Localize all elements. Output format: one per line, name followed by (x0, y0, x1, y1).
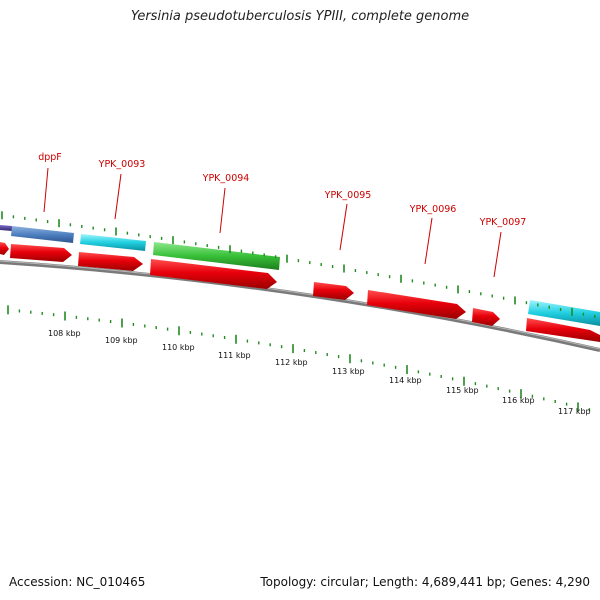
gene-label: YPK_0093 (98, 159, 146, 170)
gene-arrow (10, 244, 72, 262)
map-title: Yersinia pseudotuberculosis YPIII, compl… (130, 9, 470, 24)
gene-track (0, 242, 600, 342)
gene-leader-line (219, 187, 226, 234)
feature-steelblue (11, 226, 74, 243)
feature-track (0, 225, 600, 326)
feature-purple (0, 225, 12, 231)
gene-leader-line (493, 231, 502, 278)
gene-leader-line (43, 167, 49, 213)
kbp-labels: 108 kbp 109 kbp 110 kbp 111 kbp 112 kbp 113 k… (48, 329, 591, 416)
gene-arrow (0, 242, 9, 255)
gene-label: YPK_0094 (202, 173, 250, 184)
feature-cyan (80, 234, 146, 251)
gene-arrow (150, 259, 277, 289)
kbp-label: 111 kbp (218, 351, 251, 360)
feature-cyan (528, 300, 600, 326)
gene-arrow (526, 318, 600, 342)
gene-label: dppF (38, 152, 62, 163)
gene-arrow (313, 282, 354, 300)
kbp-label: 117 kbp (558, 407, 591, 416)
genome-backbone (0, 260, 600, 352)
gene-arrow (472, 308, 500, 326)
gene-arrow (367, 290, 466, 319)
kbp-label: 114 kbp (389, 376, 422, 385)
kbp-label: 113 kbp (332, 367, 365, 376)
topology-summary: Topology: circular; Length: 4,689,441 bp… (260, 575, 590, 589)
kbp-label: 112 kbp (275, 358, 308, 367)
gene-arrow (78, 252, 143, 271)
gene-labels: dppF YPK_0093 YPK_0094 YPK_0095 YPK_0096 YPK_… (38, 152, 527, 278)
accession-text: Accession: NC_010465 (9, 575, 146, 589)
gene-label: YPK_0095 (324, 190, 372, 201)
tick-marks (1, 211, 596, 412)
kbp-label: 115 kbp (446, 386, 479, 395)
kbp-label: 110 kbp (162, 343, 195, 352)
feature-green (153, 242, 280, 270)
gene-leader-line (424, 217, 433, 265)
kbp-label: 108 kbp (48, 329, 81, 338)
kbp-label: 109 kbp (105, 336, 138, 345)
gene-label: YPK_0096 (409, 204, 457, 215)
gene-label: YPK_0097 (479, 217, 527, 228)
gene-leader-line (114, 173, 122, 220)
kbp-label: 116 kbp (502, 396, 535, 405)
gene-leader-line (339, 203, 348, 251)
